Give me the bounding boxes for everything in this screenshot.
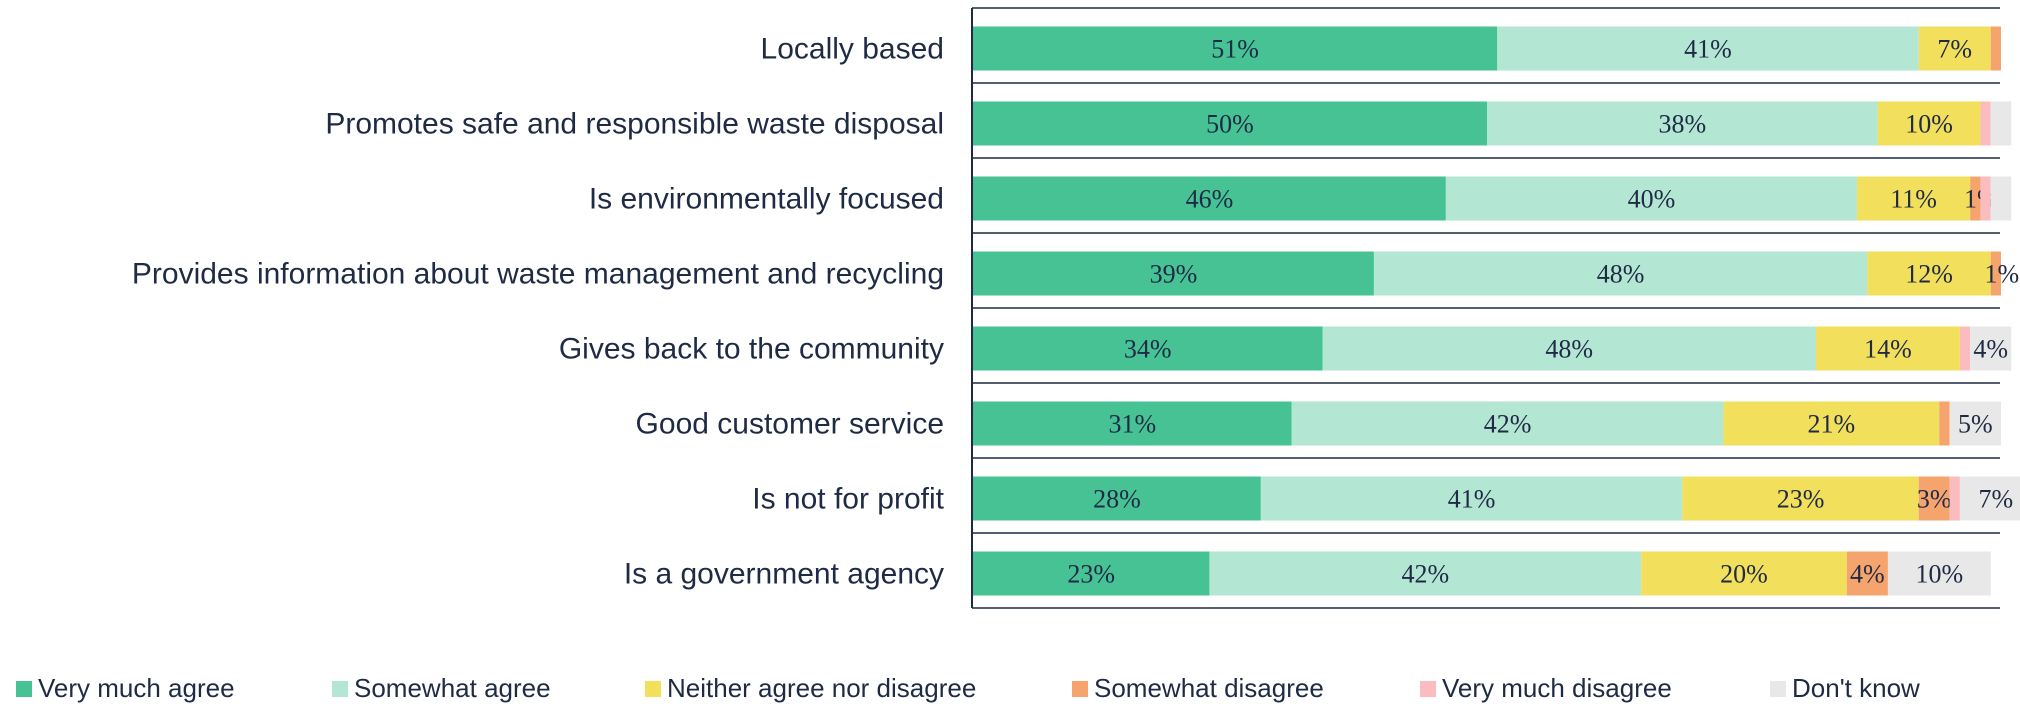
data-label: 21%: [1808, 410, 1856, 439]
bar-segment: [1970, 176, 1981, 221]
data-label: 10%: [1905, 110, 1953, 139]
bar-segment: [1867, 251, 1991, 296]
data-label: 7%: [1937, 35, 1972, 64]
category-label: Promotes safe and responsible waste disp…: [325, 108, 944, 141]
bar-segment: [1857, 176, 1971, 221]
data-label: 40%: [1628, 185, 1676, 214]
data-label: 42%: [1401, 560, 1449, 589]
data-label: 20%: [1720, 560, 1768, 589]
legend-item: Very much disagree: [1420, 673, 1672, 704]
bar-segment: [1209, 551, 1642, 596]
bar-segment: [973, 251, 1374, 296]
bar-segment: [1877, 101, 1981, 146]
data-label: 7%: [1979, 485, 2014, 514]
legend-item: Somewhat disagree: [1072, 673, 1324, 704]
bar-segment: [1990, 26, 2001, 71]
bar-segment: [1959, 326, 1971, 371]
data-label: 14%: [1864, 335, 1912, 364]
legend-label: Somewhat disagree: [1094, 673, 1324, 703]
data-label: 12%: [1905, 260, 1953, 289]
bar-segment: [1497, 26, 1919, 71]
category-label: Good customer service: [636, 408, 944, 441]
legend-item: Very much agree: [16, 673, 235, 704]
bar-segment: [1949, 476, 1960, 521]
bar-segment: [1682, 476, 1919, 521]
category-label: Is a government agency: [624, 558, 944, 591]
data-label: 5%: [1958, 410, 1993, 439]
bar-segment: [1959, 476, 2020, 521]
data-label: 23%: [1777, 485, 1825, 514]
legend-swatch: [332, 680, 348, 697]
data-label: 10%: [1915, 560, 1963, 589]
legend-item: Don't know: [1770, 673, 1920, 704]
bar-segment: [1291, 401, 1724, 446]
bar-segment: [1373, 251, 1868, 296]
bar-segment: [1949, 401, 2001, 446]
bar-segment: [1990, 176, 2012, 221]
bar-segment: [1260, 476, 1683, 521]
data-label: 42%: [1484, 410, 1532, 439]
data-label: 51%: [1211, 35, 1259, 64]
data-label: 48%: [1545, 335, 1593, 364]
bar-segment: [973, 476, 1261, 521]
data-label: 41%: [1684, 35, 1732, 64]
bar-segment: [1939, 401, 1950, 446]
bar-segment: [1723, 401, 1940, 446]
data-label: 31%: [1109, 410, 1157, 439]
category-label: Is not for profit: [752, 483, 944, 516]
bar-segment: [1918, 26, 1991, 71]
stacked-bar-chart: Locally based 51% 41% 7% Promotes safe and r…: [132, 7, 2020, 609]
legend-label: Neither agree nor disagree: [667, 673, 977, 703]
category-label: Is environmentally focused: [589, 183, 944, 216]
category-label: Gives back to the community: [559, 333, 944, 366]
bar-segment: [973, 26, 1498, 71]
bar-segment: [1990, 101, 2012, 146]
data-label: 4%: [1850, 560, 1885, 589]
data-label: 3%: [1917, 485, 1952, 514]
data-label: 28%: [1093, 485, 1141, 514]
bar-segment: [1970, 326, 2012, 371]
legend-label: Very much agree: [38, 673, 235, 703]
bar-segment: [973, 326, 1323, 371]
bar-segment: [973, 176, 1446, 221]
legend-swatch: [16, 680, 32, 697]
data-label: 39%: [1150, 260, 1198, 289]
legend-item: Neither agree nor disagree: [645, 673, 976, 704]
category-label: Provides information about waste managem…: [132, 258, 944, 291]
data-label: 11%: [1890, 185, 1937, 214]
bar-segment: [1980, 176, 1991, 221]
data-label: 4%: [1973, 335, 2008, 364]
data-label: 1%: [1985, 260, 2020, 289]
data-label: 48%: [1597, 260, 1645, 289]
data-label: 50%: [1206, 110, 1254, 139]
bar-segment: [973, 101, 1487, 146]
legend-swatch: [1420, 680, 1436, 697]
bar-segment: [1887, 551, 1991, 596]
data-label: 34%: [1124, 335, 1172, 364]
legend-label: Don't know: [1792, 673, 1920, 703]
data-label: 38%: [1658, 110, 1706, 139]
data-label: 46%: [1186, 185, 1234, 214]
data-label: 23%: [1067, 560, 1115, 589]
bar-segment: [1641, 551, 1847, 596]
data-label: 41%: [1448, 485, 1496, 514]
legend-swatch: [1072, 680, 1088, 697]
bar-segment: [1990, 251, 2001, 296]
category-label: Locally based: [761, 33, 944, 66]
legend-label: Very much disagree: [1442, 673, 1672, 703]
legend-label: Somewhat agree: [354, 673, 551, 703]
bar-segment: [1815, 326, 1960, 371]
bar-segment: [1918, 476, 1950, 521]
bar-segment: [1487, 101, 1878, 146]
bar-segment: [1980, 101, 1991, 146]
bar-segment: [973, 401, 1292, 446]
legend: Very much agree Somewhat agree Neither agr…: [0, 667, 2020, 703]
bar-segment: [1322, 326, 1816, 371]
bar-segment: [1846, 551, 1888, 596]
bar-segment: [973, 551, 1210, 596]
legend-swatch: [645, 680, 661, 697]
legend-item: Somewhat agree: [332, 673, 551, 704]
bar-segment: [1445, 176, 1858, 221]
legend-swatch: [1770, 680, 1786, 697]
